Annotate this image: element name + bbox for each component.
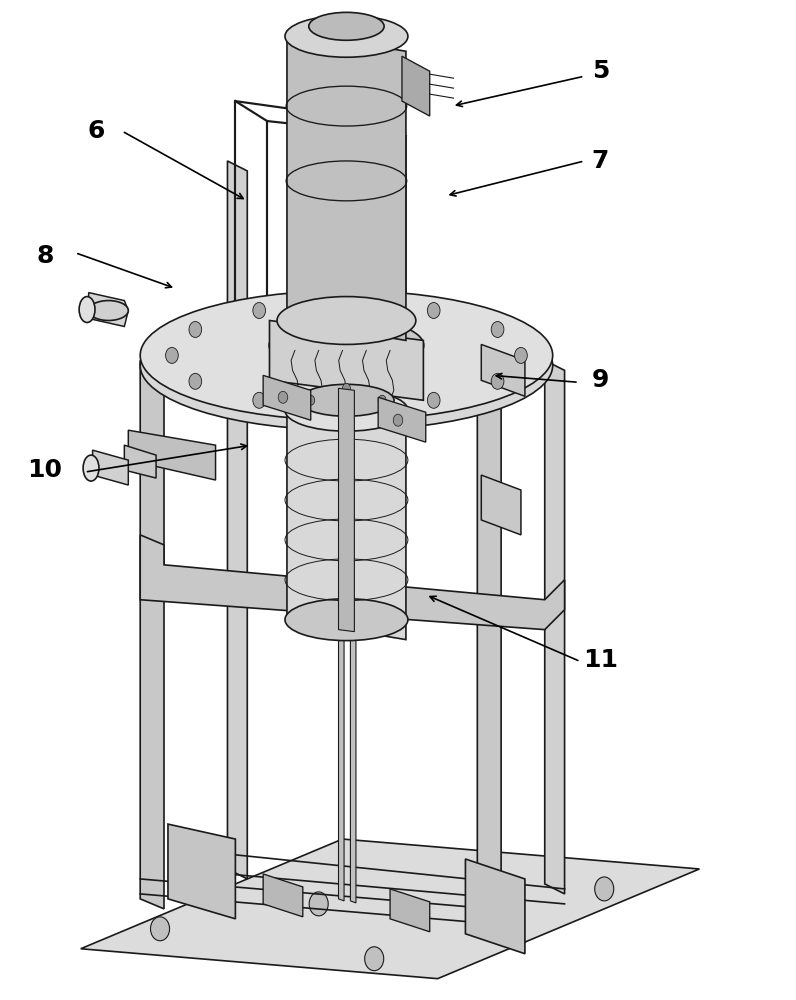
Polygon shape <box>482 344 525 396</box>
Ellipse shape <box>285 15 408 57</box>
Circle shape <box>365 947 384 971</box>
Ellipse shape <box>269 318 423 373</box>
Polygon shape <box>168 824 236 919</box>
Polygon shape <box>390 889 430 932</box>
Polygon shape <box>88 293 128 326</box>
Polygon shape <box>92 450 128 485</box>
Circle shape <box>166 347 178 363</box>
Polygon shape <box>228 161 248 879</box>
Circle shape <box>427 392 440 408</box>
Polygon shape <box>140 360 164 909</box>
Polygon shape <box>378 397 426 442</box>
Polygon shape <box>466 859 525 954</box>
Text: 9: 9 <box>591 368 609 392</box>
Circle shape <box>150 917 170 941</box>
Ellipse shape <box>285 599 408 641</box>
Polygon shape <box>128 430 216 480</box>
Text: 8: 8 <box>37 244 53 268</box>
Circle shape <box>279 391 287 403</box>
Circle shape <box>491 321 504 337</box>
Circle shape <box>309 892 328 916</box>
Circle shape <box>340 296 353 312</box>
Ellipse shape <box>298 384 394 416</box>
Circle shape <box>342 407 350 417</box>
Ellipse shape <box>79 297 95 322</box>
Polygon shape <box>263 375 310 420</box>
Polygon shape <box>263 874 302 917</box>
Ellipse shape <box>88 301 128 320</box>
Ellipse shape <box>83 455 99 481</box>
Polygon shape <box>287 31 406 340</box>
Polygon shape <box>544 360 564 894</box>
Polygon shape <box>124 445 156 478</box>
Polygon shape <box>140 535 564 630</box>
Circle shape <box>253 303 266 318</box>
Circle shape <box>189 321 201 337</box>
Polygon shape <box>338 628 344 901</box>
Polygon shape <box>287 400 406 640</box>
Circle shape <box>427 303 440 318</box>
Ellipse shape <box>140 291 552 420</box>
Circle shape <box>393 414 403 426</box>
Ellipse shape <box>309 12 384 40</box>
Circle shape <box>342 383 350 393</box>
Polygon shape <box>80 839 700 979</box>
Ellipse shape <box>140 301 552 430</box>
Circle shape <box>514 347 527 363</box>
Polygon shape <box>350 630 356 903</box>
Polygon shape <box>338 388 354 632</box>
Text: 7: 7 <box>591 149 609 173</box>
Polygon shape <box>402 56 430 116</box>
Ellipse shape <box>285 389 408 431</box>
Circle shape <box>253 392 266 408</box>
Circle shape <box>306 395 314 405</box>
Text: 11: 11 <box>583 648 618 672</box>
Polygon shape <box>478 370 501 924</box>
Circle shape <box>340 399 353 415</box>
Text: 10: 10 <box>28 458 63 482</box>
Circle shape <box>491 373 504 389</box>
Text: 5: 5 <box>591 59 609 83</box>
Ellipse shape <box>277 297 416 344</box>
Circle shape <box>189 373 201 389</box>
Circle shape <box>595 877 614 901</box>
Polygon shape <box>270 320 423 400</box>
Text: 6: 6 <box>88 119 105 143</box>
Circle shape <box>378 395 386 405</box>
Polygon shape <box>482 475 521 535</box>
